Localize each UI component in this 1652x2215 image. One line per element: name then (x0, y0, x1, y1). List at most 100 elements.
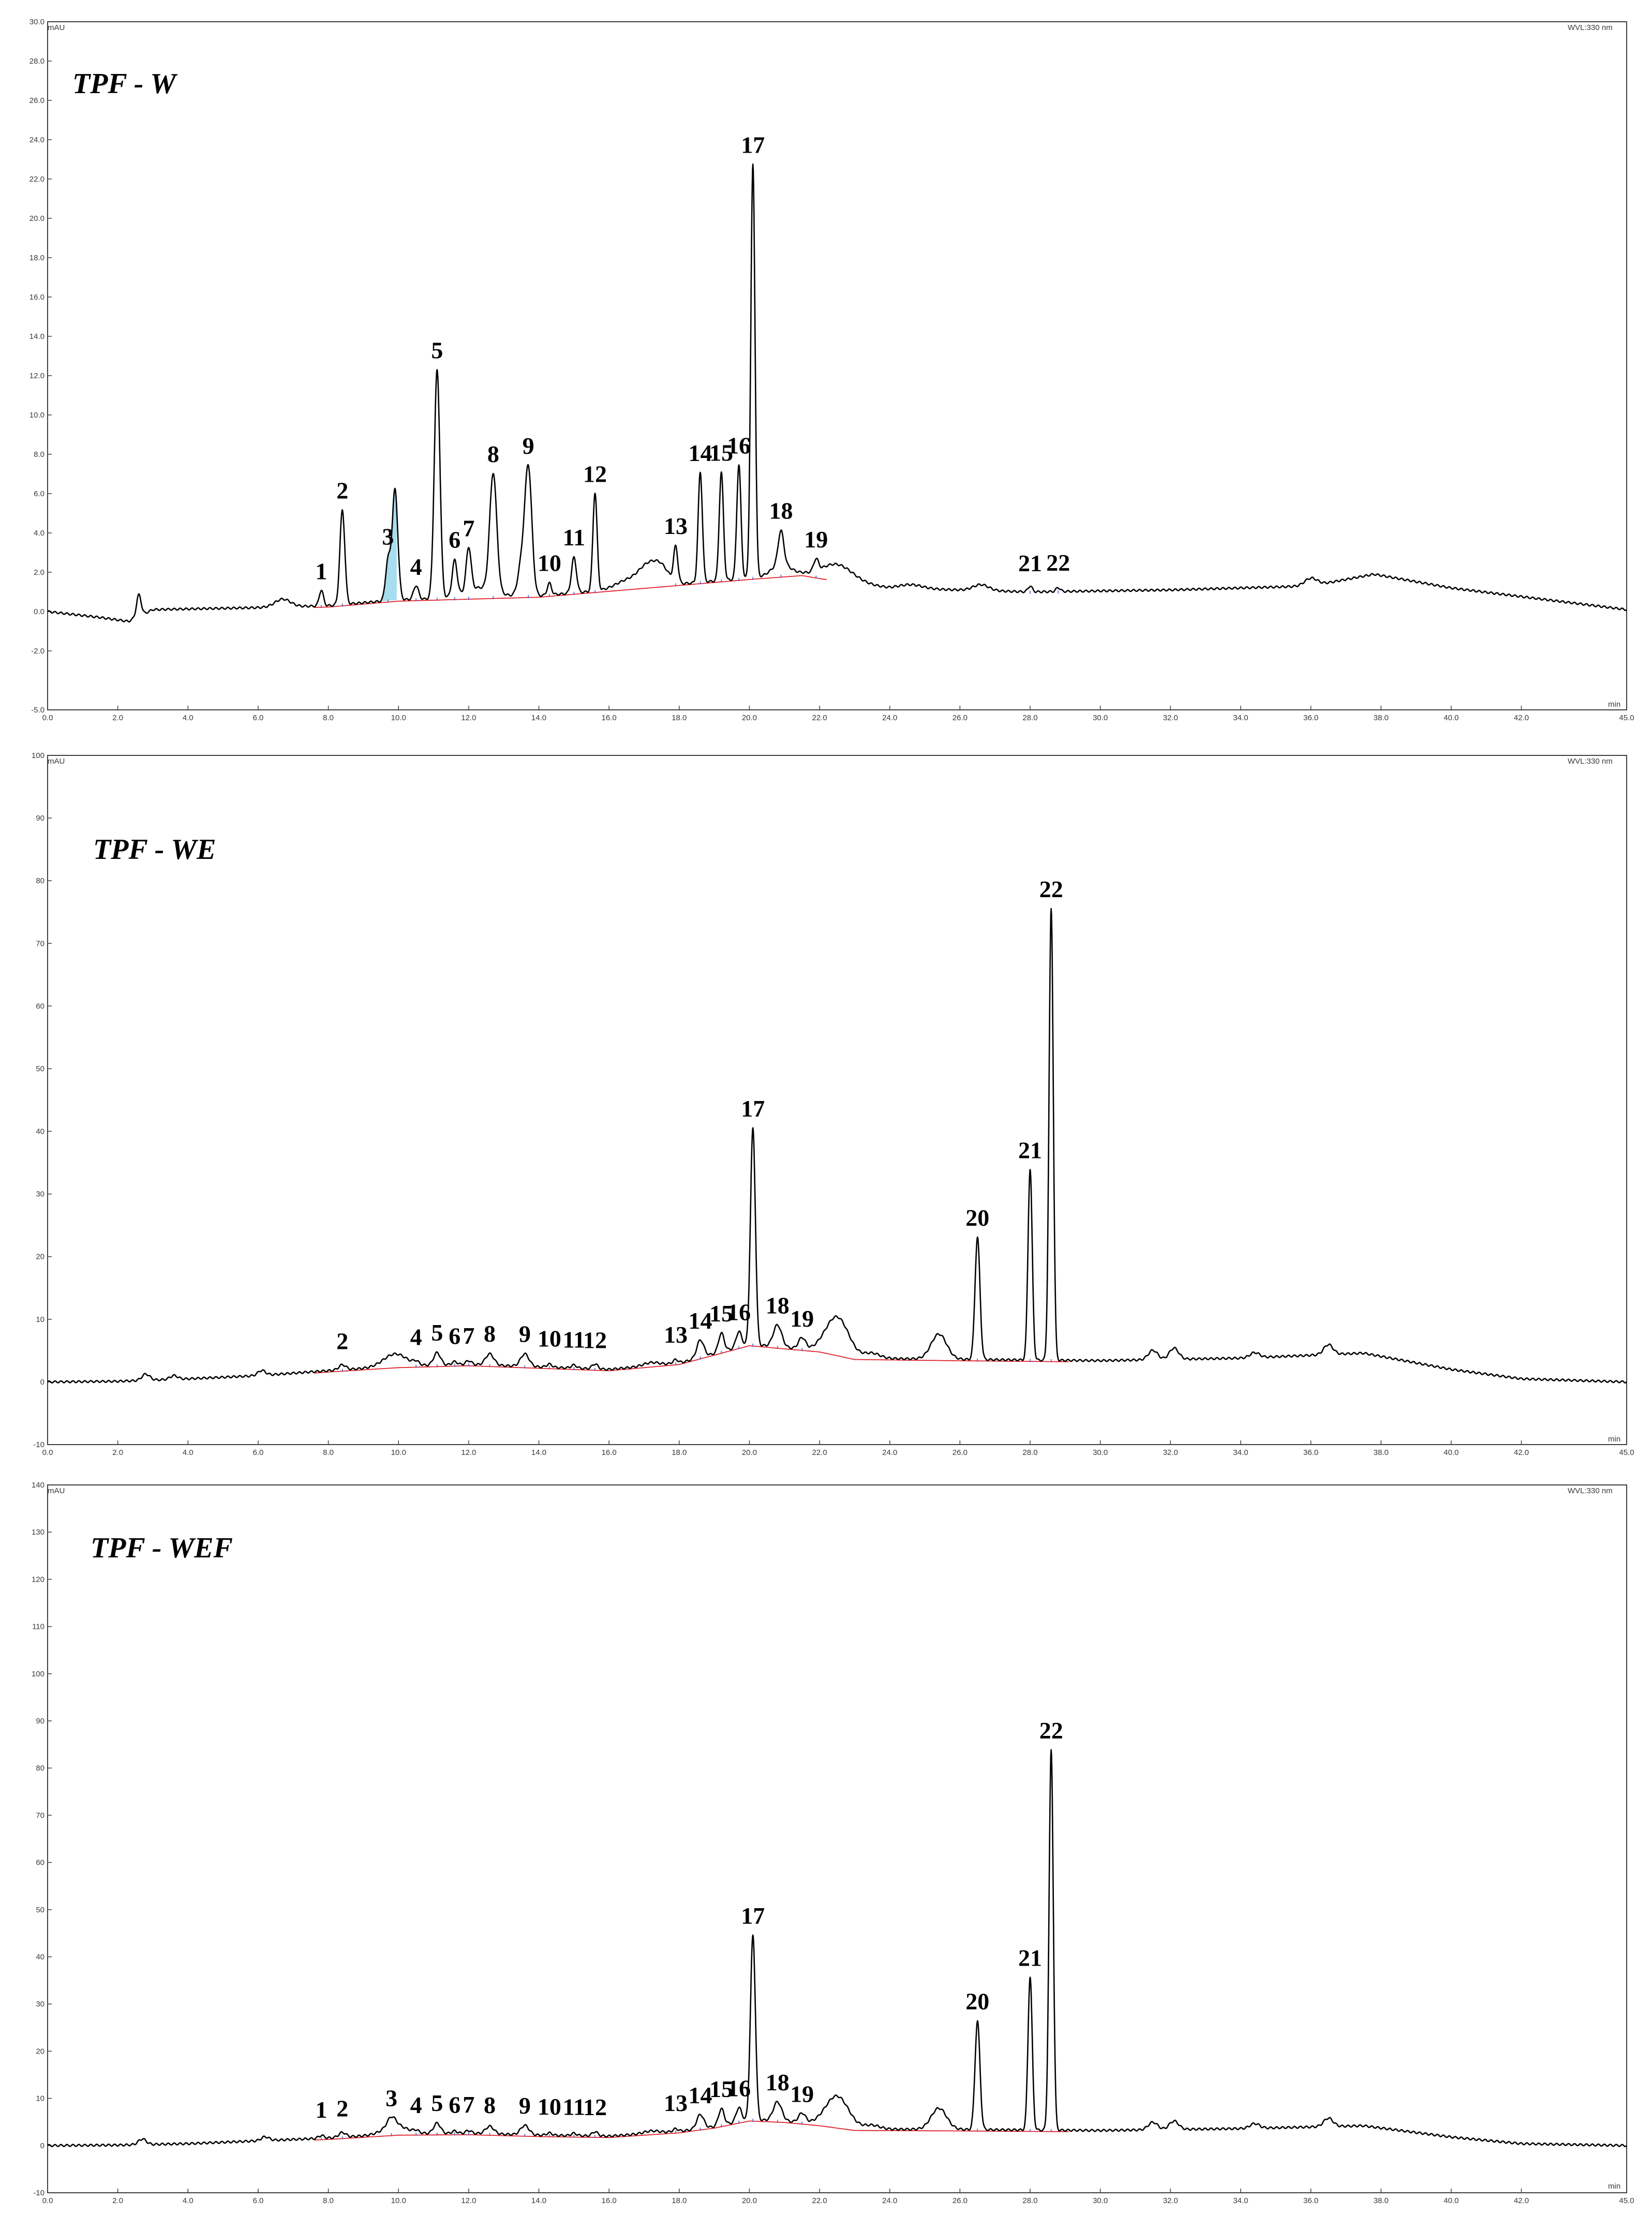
x-tick-label: 0.0 (42, 713, 53, 722)
x-tick-label: 20.0 (742, 713, 757, 722)
x-tick-label: 2.0 (112, 1448, 123, 1457)
y-tick-label: 8.0 (34, 450, 44, 459)
peak-label-21: 21 (1018, 1945, 1042, 1971)
x-tick-label: 24.0 (882, 1448, 897, 1457)
peak-label-18: 18 (766, 2069, 790, 2095)
y-tick-label: 12.0 (29, 371, 44, 380)
x-tick-label: 12.0 (461, 1448, 476, 1457)
peak-label-12: 12 (583, 2094, 607, 2120)
peak-label-10: 10 (538, 1326, 561, 1352)
y-tick-label: -10 (33, 2189, 44, 2197)
y-tick-label: 0 (40, 1378, 44, 1387)
x-tick-label: 22.0 (812, 713, 827, 722)
y-tick-label: 30.0 (29, 18, 44, 26)
panel-tpf-wef: TPF - WEF mAU WVL:330 nm min -10 0 10 20 30 4… (32, 1481, 1634, 2205)
x-tick-label: 12.0 (461, 2196, 476, 2205)
integration-baseline (314, 2120, 1069, 2140)
peak-label-13: 13 (664, 1321, 688, 1348)
peak-label-18: 18 (766, 1292, 790, 1319)
x-tick-label: 34.0 (1233, 2196, 1248, 2205)
y-tick-label: 50 (36, 1064, 44, 1073)
x-unit-label: min (1608, 1435, 1620, 1444)
x-tick-label: 2.0 (112, 713, 123, 722)
y-tick-label: 40 (36, 1953, 44, 1961)
peak-label-2: 2 (336, 2095, 348, 2122)
x-tick-label: 8.0 (323, 2196, 334, 2205)
y-tick-label: 140 (32, 1481, 44, 1490)
x-tick-label: 14.0 (531, 713, 546, 722)
x-tick-label: 20.0 (742, 2196, 757, 2205)
y-tick-label: 100 (32, 751, 44, 760)
x-tick-label: 38.0 (1374, 2196, 1389, 2205)
peak-label-14: 14 (688, 440, 712, 466)
x-tick-label: 32.0 (1163, 713, 1178, 722)
peak-label-16: 16 (727, 2075, 751, 2101)
x-tick-label: 4.0 (183, 713, 194, 722)
x-tick-label: 36.0 (1303, 713, 1318, 722)
panel-tpf-w: TPF - W mAU WVL:330 nm min -5.0 -2.0 0.0 2.… (29, 18, 1634, 722)
peak-label-5: 5 (431, 337, 443, 364)
panel-title: TPF - WEF (91, 1532, 233, 1564)
peak-label-9: 9 (519, 2092, 531, 2119)
y-tick-label: 28.0 (29, 57, 44, 66)
peak-label-7: 7 (463, 2091, 474, 2118)
y-tick-label: -5.0 (31, 706, 44, 715)
y-tick-label: 80 (36, 876, 44, 885)
x-tick-label: 10.0 (391, 713, 406, 722)
peak-label-1: 1 (316, 558, 328, 584)
chromatogram-trace (47, 908, 1627, 1384)
y-tick-label: 90 (36, 814, 44, 823)
peak-label-8: 8 (487, 441, 499, 467)
y-tick-label: -10 (33, 1440, 44, 1449)
peak-label-22: 22 (1039, 1717, 1063, 1744)
peak-label-3: 3 (382, 523, 394, 549)
x-tick-label: 18.0 (672, 1448, 687, 1457)
peak-label-11: 11 (563, 524, 585, 551)
peak-label-16: 16 (727, 433, 751, 459)
peak-label-22: 22 (1046, 549, 1070, 576)
x-tick-label: 24.0 (882, 2196, 897, 2205)
peak-3-fill (379, 488, 397, 602)
x-tick-label: 36.0 (1303, 2196, 1318, 2205)
y-tick-label: 120 (32, 1575, 44, 1584)
x-tick-label: 32.0 (1163, 1448, 1178, 1457)
peak-label-4: 4 (410, 554, 422, 580)
panel-title: TPF - W (72, 68, 178, 100)
x-tick-label: 16.0 (602, 1448, 617, 1457)
peak-label-6: 6 (449, 2091, 460, 2118)
y-tick-label: 40 (36, 1127, 44, 1136)
peak-label-11: 11 (563, 2094, 585, 2120)
peak-label-21: 21 (1018, 1137, 1042, 1163)
y-tick-label: 110 (32, 1623, 44, 1631)
y-tick-label: 4.0 (34, 529, 44, 538)
peak-label-17: 17 (741, 1902, 765, 1929)
peak-label-19: 19 (790, 2081, 814, 2107)
x-tick-label: 6.0 (253, 713, 264, 722)
x-tick-label: 28.0 (1022, 713, 1037, 722)
peak-label-11: 11 (563, 1326, 585, 1352)
chromatogram-trace (47, 163, 1627, 623)
peak-label-5: 5 (431, 2090, 443, 2116)
x-tick-label: 26.0 (952, 2196, 968, 2205)
y-tick-label: 0 (40, 2142, 44, 2150)
x-tick-label: 42.0 (1514, 713, 1529, 722)
y-tick-label: 24.0 (29, 136, 44, 144)
peak-label-2: 2 (336, 478, 348, 504)
x-tick-label: 45.0 (1619, 2196, 1634, 2205)
y-tick-label: 70 (36, 939, 44, 948)
x-tick-label: 40.0 (1443, 713, 1458, 722)
y-tick-label: 100 (32, 1670, 44, 1678)
x-tick-label: 40.0 (1443, 1448, 1458, 1457)
y-unit-label: mAU (48, 23, 65, 32)
x-unit-label: min (1608, 2182, 1620, 2191)
peak-label-6: 6 (449, 527, 460, 553)
channel-label: WVL:330 nm (1568, 23, 1613, 32)
x-tick-label: 40.0 (1443, 2196, 1458, 2205)
peak-label-17: 17 (741, 131, 765, 158)
x-tick-label: 45.0 (1619, 713, 1634, 722)
x-tick-label: 30.0 (1093, 2196, 1108, 2205)
peak-label-15: 15 (709, 2076, 733, 2102)
y-tick-label: 16.0 (29, 293, 44, 302)
y-tick-label: 22.0 (29, 175, 44, 184)
